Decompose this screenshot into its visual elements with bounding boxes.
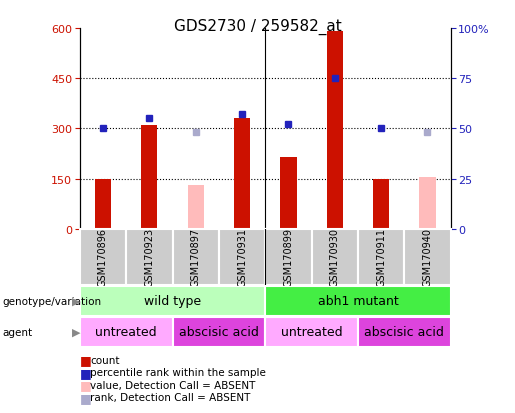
Bar bbox=[419, 178, 436, 229]
Bar bbox=[280, 157, 297, 229]
Text: GSM170931: GSM170931 bbox=[237, 228, 247, 287]
Bar bbox=[80, 229, 126, 285]
Text: genotype/variation: genotype/variation bbox=[3, 296, 101, 306]
Text: abscisic acid: abscisic acid bbox=[364, 325, 444, 339]
Text: count: count bbox=[90, 355, 119, 365]
Text: ▶: ▶ bbox=[72, 296, 80, 306]
Bar bbox=[141, 126, 158, 229]
Bar bbox=[80, 286, 265, 316]
Text: untreated: untreated bbox=[281, 325, 342, 339]
Text: percentile rank within the sample: percentile rank within the sample bbox=[90, 368, 266, 377]
Text: GSM170930: GSM170930 bbox=[330, 228, 340, 287]
Bar bbox=[234, 119, 250, 229]
Text: ■: ■ bbox=[80, 354, 92, 367]
Text: abscisic acid: abscisic acid bbox=[179, 325, 259, 339]
Bar bbox=[219, 229, 265, 285]
Text: GSM170897: GSM170897 bbox=[191, 228, 201, 287]
Bar bbox=[404, 229, 451, 285]
Text: ▶: ▶ bbox=[72, 327, 80, 337]
Bar bbox=[265, 317, 358, 347]
Bar bbox=[126, 229, 173, 285]
Text: rank, Detection Call = ABSENT: rank, Detection Call = ABSENT bbox=[90, 392, 250, 402]
Bar bbox=[327, 32, 343, 229]
Text: GSM170896: GSM170896 bbox=[98, 228, 108, 287]
Bar bbox=[358, 229, 404, 285]
Bar bbox=[312, 229, 358, 285]
Bar bbox=[265, 286, 451, 316]
Text: GDS2730 / 259582_at: GDS2730 / 259582_at bbox=[174, 19, 341, 35]
Text: value, Detection Call = ABSENT: value, Detection Call = ABSENT bbox=[90, 380, 255, 390]
Text: GSM170923: GSM170923 bbox=[144, 228, 154, 287]
Text: wild type: wild type bbox=[144, 294, 201, 308]
Text: GSM170899: GSM170899 bbox=[283, 228, 294, 287]
Bar bbox=[358, 317, 451, 347]
Text: ■: ■ bbox=[80, 378, 92, 392]
Bar bbox=[265, 229, 312, 285]
Text: ■: ■ bbox=[80, 366, 92, 379]
Bar bbox=[173, 317, 265, 347]
Text: GSM170911: GSM170911 bbox=[376, 228, 386, 287]
Bar bbox=[373, 179, 389, 229]
Text: ■: ■ bbox=[80, 391, 92, 404]
Text: abh1 mutant: abh1 mutant bbox=[318, 294, 398, 308]
Text: untreated: untreated bbox=[95, 325, 157, 339]
Bar bbox=[187, 186, 204, 229]
Bar bbox=[173, 229, 219, 285]
Bar bbox=[95, 179, 111, 229]
Text: agent: agent bbox=[3, 327, 32, 337]
Bar bbox=[80, 317, 173, 347]
Text: GSM170940: GSM170940 bbox=[422, 228, 433, 287]
